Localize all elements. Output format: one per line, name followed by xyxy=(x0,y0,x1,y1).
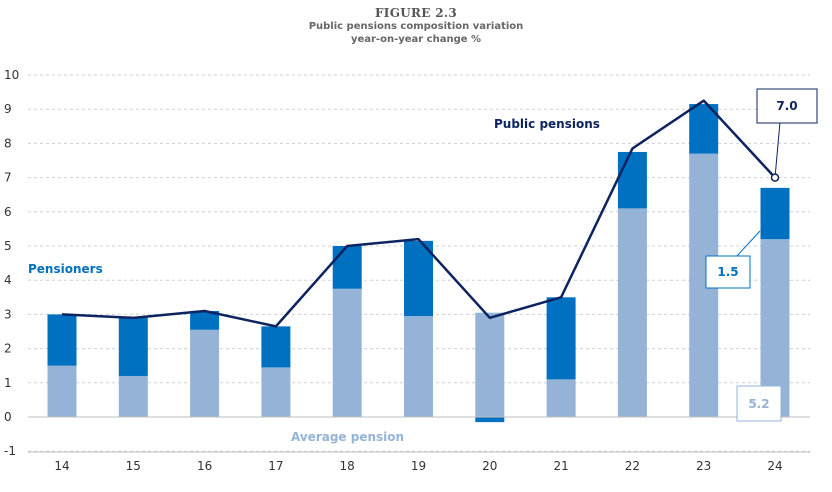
bar-pensioners xyxy=(261,326,291,368)
series-label-average-pension: Average pension xyxy=(291,430,404,444)
x-tick-label: 14 xyxy=(54,459,69,473)
bar-pensioners xyxy=(617,151,647,209)
callout-box-average xyxy=(736,385,782,422)
bar-pensioners xyxy=(546,297,576,380)
leader-line-total xyxy=(774,121,781,178)
leader-line-average xyxy=(762,344,773,388)
x-tick-label: 22 xyxy=(625,459,640,473)
y-tick-label: 8 xyxy=(4,136,12,150)
callout-box-pensioners xyxy=(705,255,751,289)
y-tick-label: 1 xyxy=(4,376,12,390)
callout-box-total xyxy=(756,88,818,124)
line-end-marker xyxy=(770,173,780,182)
bar-average-pension xyxy=(118,375,148,417)
bar-pensioners xyxy=(760,187,790,240)
figure-subtitle-2: year-on-year change % xyxy=(350,34,482,45)
series-label-public-pensions: Public pensions xyxy=(494,117,600,131)
y-tick-label: -1 xyxy=(4,444,16,458)
series-label-pensioners: Pensioners xyxy=(28,262,103,276)
y-tick-label: 4 xyxy=(4,273,12,287)
public-pensions-line-series xyxy=(61,99,776,328)
bar-average-pension xyxy=(475,417,505,423)
figure-title: FIGURE 2.3 xyxy=(374,6,458,20)
y-tick-label: 9 xyxy=(4,102,12,116)
y-tick-label: 2 xyxy=(4,342,12,356)
y-tick-label: 10 xyxy=(4,68,19,82)
figure-subtitle-1: Public pensions composition variation xyxy=(308,21,524,32)
series-labels: Public pensions Pensioners Average pensi… xyxy=(28,117,600,444)
y-tick-label: 7 xyxy=(4,171,12,185)
bar-pensioners xyxy=(332,246,362,289)
bar-average-pension xyxy=(261,367,291,417)
y-axis-ticks: -1 0 1 2 3 4 5 6 7 8 9 10 xyxy=(4,68,19,458)
figure-header: FIGURE 2.3 Public pensions composition v… xyxy=(0,6,832,46)
x-tick-label: 18 xyxy=(340,459,355,473)
x-tick-label: 16 xyxy=(197,459,212,473)
y-tick-label: 3 xyxy=(4,307,12,321)
callout-pensioners-value: 1.5 xyxy=(717,265,738,279)
x-tick-label: 20 xyxy=(482,459,497,473)
x-tick-label: 17 xyxy=(268,459,283,473)
x-tick-label: 21 xyxy=(553,459,568,473)
callout-average-value: 5.2 xyxy=(748,397,769,411)
bar-pensioners xyxy=(190,310,220,330)
bar-series xyxy=(47,104,790,423)
bar-pensioners xyxy=(404,240,433,317)
value-callouts: 7.0 1.5 5.2 xyxy=(705,88,818,422)
y-tick-label: 5 xyxy=(4,239,12,253)
bar-pensioners xyxy=(47,314,77,366)
x-tick-label: 23 xyxy=(696,459,711,473)
bar-average-pension xyxy=(404,316,433,417)
y-tick-label: 6 xyxy=(4,205,12,219)
callout-total-value: 7.0 xyxy=(776,99,797,113)
leader-line-pensioners xyxy=(735,230,761,258)
bar-average-pension xyxy=(190,329,220,417)
bar-pensioners xyxy=(475,312,505,417)
bar-pensioners xyxy=(118,317,148,376)
line-public-pensions xyxy=(61,99,776,328)
bar-average-pension xyxy=(332,288,362,417)
bar-average-pension xyxy=(546,379,576,417)
x-tick-label: 19 xyxy=(411,459,426,473)
bar-average-pension xyxy=(617,208,647,417)
x-tick-label: 24 xyxy=(767,459,782,473)
x-axis: 14 15 16 17 18 19 20 21 22 23 24 xyxy=(28,451,810,473)
y-tick-label: 0 xyxy=(4,410,12,424)
x-tick-label: 15 xyxy=(126,459,141,473)
bar-average-pension xyxy=(47,365,77,417)
